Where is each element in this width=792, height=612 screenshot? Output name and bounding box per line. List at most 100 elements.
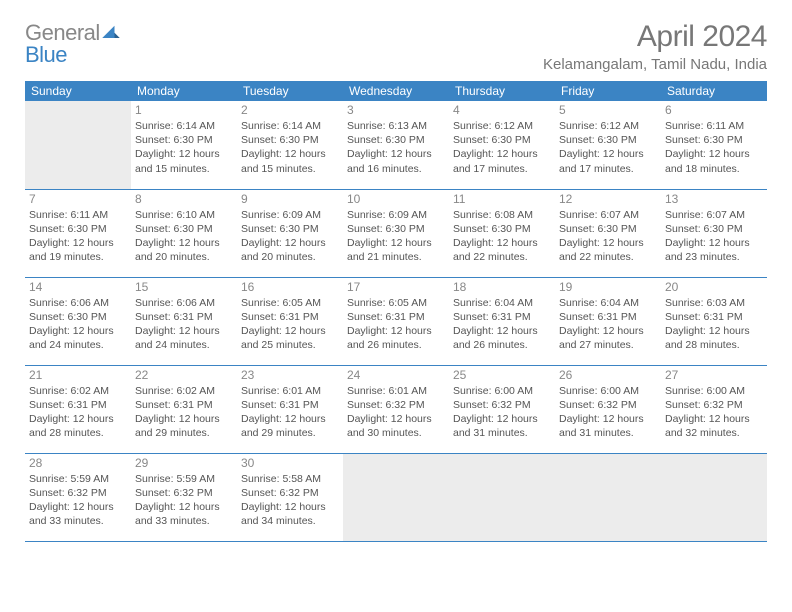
sunrise-line: Sunrise: 6:07 AM	[665, 208, 763, 222]
calendar-day-cell: 19Sunrise: 6:04 AMSunset: 6:31 PMDayligh…	[555, 277, 661, 365]
day-number: 21	[29, 368, 127, 382]
calendar-week-row: 21 Sunrise: 6:02 AMSunset: 6:31 PMDayligh…	[25, 365, 767, 453]
daylight-line: Daylight: 12 hours and 33 minutes.	[29, 500, 127, 528]
calendar-day-cell: 8Sunrise: 6:10 AMSunset: 6:30 PMDaylight…	[131, 189, 237, 277]
daylight-line: Daylight: 12 hours and 28 minutes.	[665, 324, 763, 352]
day-header: Thursday	[449, 81, 555, 101]
calendar-week-row: 14Sunrise: 6:06 AMSunset: 6:30 PMDayligh…	[25, 277, 767, 365]
day-number: 11	[453, 192, 551, 206]
calendar-day-cell: 20Sunrise: 6:03 AMSunset: 6:31 PMDayligh…	[661, 277, 767, 365]
day-info: Sunrise: 6:09 AMSunset: 6:30 PMDaylight:…	[347, 208, 445, 265]
day-info: Sunrise: 6:07 AMSunset: 6:30 PMDaylight:…	[665, 208, 763, 265]
daylight-line: Daylight: 12 hours and 20 minutes.	[135, 236, 233, 264]
sunset-line: Sunset: 6:30 PM	[665, 222, 763, 236]
sunrise-line: Sunrise: 6:01 AM	[347, 384, 445, 398]
day-number: 12	[559, 192, 657, 206]
calendar-day-cell: 25Sunrise: 6:00 AMSunset: 6:32 PMDayligh…	[449, 365, 555, 453]
daylight-line: Daylight: 12 hours and 16 minutes.	[347, 147, 445, 175]
day-info: Sunrise: 6:01 AMSunset: 6:31 PMDaylight:…	[241, 384, 339, 441]
page-title: April 2024	[543, 20, 767, 54]
daylight-line: Daylight: 12 hours and 22 minutes.	[559, 236, 657, 264]
calendar-day-cell: 13Sunrise: 6:07 AMSunset: 6:30 PMDayligh…	[661, 189, 767, 277]
daylight-line: Daylight: 12 hours and 31 minutes.	[453, 412, 551, 440]
sunrise-line: Sunrise: 6:14 AM	[241, 119, 339, 133]
sunset-line: Sunset: 6:30 PM	[665, 133, 763, 147]
day-number: 18	[453, 280, 551, 294]
sunrise-line: Sunrise: 6:02 AM	[135, 384, 233, 398]
day-info: Sunrise: 6:00 AMSunset: 6:32 PMDaylight:…	[559, 384, 657, 441]
sunset-line: Sunset: 6:31 PM	[135, 310, 233, 324]
title-block: April 2024 Kelamangalam, Tamil Nadu, Ind…	[543, 20, 767, 73]
daylight-line: Daylight: 12 hours and 29 minutes.	[241, 412, 339, 440]
sunset-line: Sunset: 6:31 PM	[241, 310, 339, 324]
day-info: Sunrise: 5:59 AMSunset: 6:32 PMDaylight:…	[29, 472, 127, 529]
sunset-line: Sunset: 6:32 PM	[347, 398, 445, 412]
daylight-line: Daylight: 12 hours and 23 minutes.	[665, 236, 763, 264]
day-number: 30	[241, 456, 339, 470]
sunrise-line: Sunrise: 6:05 AM	[347, 296, 445, 310]
sunset-line: Sunset: 6:31 PM	[665, 310, 763, 324]
day-number: 10	[347, 192, 445, 206]
sunrise-line: Sunrise: 6:02 AM	[29, 384, 127, 398]
day-info: Sunrise: 6:08 AMSunset: 6:30 PMDaylight:…	[453, 208, 551, 265]
day-number: 7	[29, 192, 127, 206]
calendar-day-cell: 2Sunrise: 6:14 AMSunset: 6:30 PMDaylight…	[237, 101, 343, 189]
sunset-line: Sunset: 6:30 PM	[453, 133, 551, 147]
calendar-day-cell: 29Sunrise: 5:59 AMSunset: 6:32 PMDayligh…	[131, 453, 237, 541]
sunrise-line: Sunrise: 6:01 AM	[241, 384, 339, 398]
day-info: Sunrise: 6:00 AMSunset: 6:32 PMDaylight:…	[453, 384, 551, 441]
day-number: 16	[241, 280, 339, 294]
calendar-day-cell: 7 Sunrise: 6:11 AMSunset: 6:30 PMDaylight…	[25, 189, 131, 277]
sunset-line: Sunset: 6:30 PM	[347, 133, 445, 147]
sunset-line: Sunset: 6:32 PM	[241, 486, 339, 500]
logo-arrow-icon	[102, 20, 120, 42]
daylight-line: Daylight: 12 hours and 32 minutes.	[665, 412, 763, 440]
sunset-line: Sunset: 6:32 PM	[135, 486, 233, 500]
sunrise-line: Sunrise: 6:04 AM	[453, 296, 551, 310]
day-info: Sunrise: 6:09 AMSunset: 6:30 PMDaylight:…	[241, 208, 339, 265]
sunset-line: Sunset: 6:30 PM	[453, 222, 551, 236]
daylight-line: Daylight: 12 hours and 30 minutes.	[347, 412, 445, 440]
calendar-day-cell: 1Sunrise: 6:14 AMSunset: 6:30 PMDaylight…	[131, 101, 237, 189]
sunrise-line: Sunrise: 6:00 AM	[665, 384, 763, 398]
day-number: 22	[135, 368, 233, 382]
daylight-line: Daylight: 12 hours and 27 minutes.	[559, 324, 657, 352]
daylight-line: Daylight: 12 hours and 33 minutes.	[135, 500, 233, 528]
sunrise-line: Sunrise: 6:09 AM	[347, 208, 445, 222]
sunrise-line: Sunrise: 6:06 AM	[29, 296, 127, 310]
sunrise-line: Sunrise: 6:00 AM	[453, 384, 551, 398]
calendar-day-cell: 30 Sunrise: 5:58 AMSunset: 6:32 PMDayligh…	[237, 453, 343, 541]
day-header: Friday	[555, 81, 661, 101]
calendar-day-cell: 5Sunrise: 6:12 AMSunset: 6:30 PMDaylight…	[555, 101, 661, 189]
day-info: Sunrise: 6:11 AMSunset: 6:30 PMDaylight:…	[665, 119, 763, 176]
day-info: Sunrise: 6:01 AMSunset: 6:32 PMDaylight:…	[347, 384, 445, 441]
day-info: Sunrise: 6:00 AMSunset: 6:32 PMDaylight:…	[665, 384, 763, 441]
calendar-week-row: 7 Sunrise: 6:11 AMSunset: 6:30 PMDaylight…	[25, 189, 767, 277]
calendar-day-cell: 9Sunrise: 6:09 AMSunset: 6:30 PMDaylight…	[237, 189, 343, 277]
daylight-line: Daylight: 12 hours and 17 minutes.	[559, 147, 657, 175]
sunrise-line: Sunrise: 6:04 AM	[559, 296, 657, 310]
daylight-line: Daylight: 12 hours and 34 minutes.	[241, 500, 339, 528]
logo-text-general: General	[25, 22, 100, 44]
day-info: Sunrise: 6:14 AMSunset: 6:30 PMDaylight:…	[241, 119, 339, 176]
day-number: 17	[347, 280, 445, 294]
daylight-line: Daylight: 12 hours and 22 minutes.	[453, 236, 551, 264]
calendar-day-cell: 28 Sunrise: 5:59 AMSunset: 6:32 PMDayligh…	[25, 453, 131, 541]
day-header: Sunday	[25, 81, 131, 101]
day-number: 28	[29, 456, 127, 470]
calendar-empty-cell	[449, 453, 555, 541]
daylight-line: Daylight: 12 hours and 15 minutes.	[135, 147, 233, 175]
sunrise-line: Sunrise: 5:58 AM	[241, 472, 339, 486]
day-number: 26	[559, 368, 657, 382]
day-info: Sunrise: 6:02 AMSunset: 6:31 PMDaylight:…	[135, 384, 233, 441]
sunset-line: Sunset: 6:30 PM	[241, 133, 339, 147]
daylight-line: Daylight: 12 hours and 19 minutes.	[29, 236, 127, 264]
calendar-day-cell: 4Sunrise: 6:12 AMSunset: 6:30 PMDaylight…	[449, 101, 555, 189]
sunset-line: Sunset: 6:32 PM	[559, 398, 657, 412]
calendar-day-cell: 23Sunrise: 6:01 AMSunset: 6:31 PMDayligh…	[237, 365, 343, 453]
calendar-empty-cell	[25, 101, 131, 189]
daylight-line: Daylight: 12 hours and 26 minutes.	[347, 324, 445, 352]
daylight-line: Daylight: 12 hours and 25 minutes.	[241, 324, 339, 352]
day-info: Sunrise: 6:07 AMSunset: 6:30 PMDaylight:…	[559, 208, 657, 265]
day-info: Sunrise: 6:11 AMSunset: 6:30 PMDaylight:…	[29, 208, 127, 265]
